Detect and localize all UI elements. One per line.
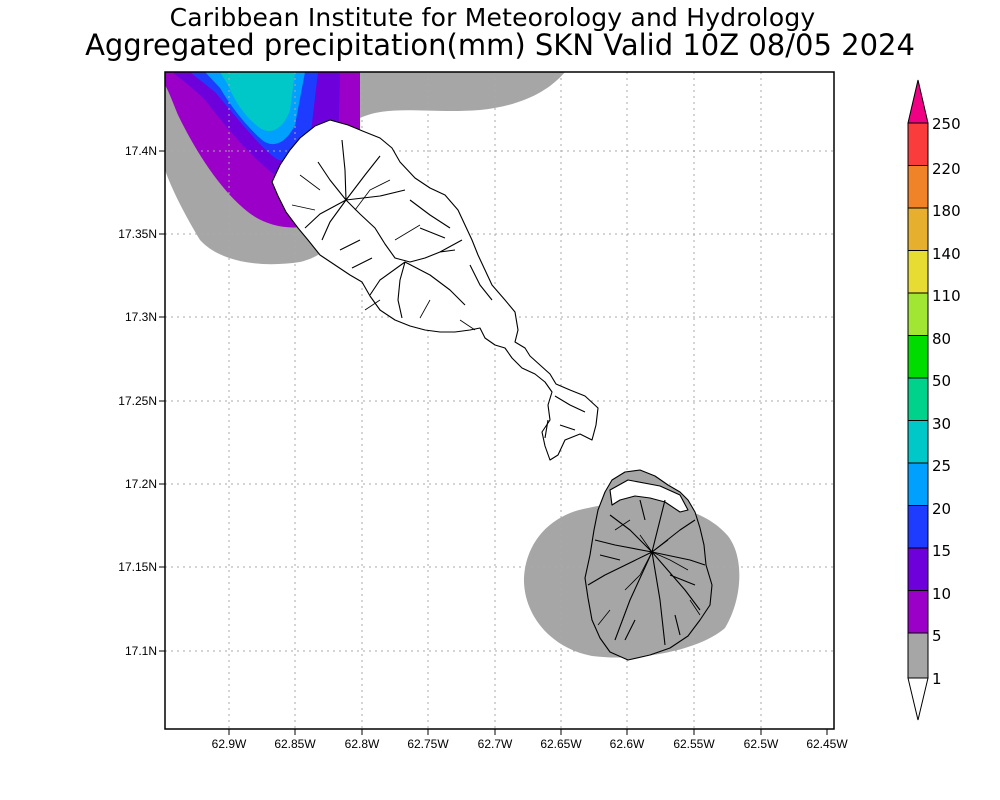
colorbar-swatch <box>907 250 929 294</box>
x-tick-label: 62.8W <box>345 737 380 751</box>
colorbar-label: 110 <box>932 287 961 305</box>
colorbar-label: 50 <box>932 372 951 390</box>
colorbar-swatch <box>907 420 929 464</box>
colorbar-swatch <box>907 122 929 166</box>
colorbar-labels: 1 5 10 15 20 25 30 50 80 110 140 180 220… <box>932 115 961 688</box>
y-tick-label: 17.1N <box>125 644 157 658</box>
colorbar-label: 140 <box>932 245 961 263</box>
colorbar-label: 80 <box>932 330 951 348</box>
y-tick-label: 17.4N <box>125 144 157 158</box>
colorbar-swatch <box>907 292 929 336</box>
x-tick-label: 62.75W <box>407 737 449 751</box>
title-product: Aggregated precipitation(mm) SKN Valid 1… <box>85 28 915 62</box>
x-tick-label: 62.7W <box>478 737 513 751</box>
island-st-kitts <box>271 119 599 461</box>
colorbar-swatch <box>907 590 929 634</box>
colorbar-swatch <box>907 505 929 549</box>
x-tick-label: 62.5W <box>744 737 779 751</box>
colorbar <box>907 79 929 721</box>
colorbar-label: 15 <box>932 542 951 560</box>
colorbar-label: 220 <box>932 160 961 178</box>
tick-marks <box>159 150 828 735</box>
x-tick-label: 62.65W <box>540 737 582 751</box>
x-tick-label: 62.55W <box>673 737 715 751</box>
x-tick-label: 62.9W <box>212 737 247 751</box>
colorbar-label: 20 <box>932 500 951 518</box>
colorbar-swatch <box>907 165 929 209</box>
y-tick-labels: 17.4N 17.35N 17.3N 17.25N 17.2N 17.15N 1… <box>118 144 157 658</box>
y-tick-label: 17.2N <box>125 477 157 491</box>
colorbar-swatch <box>907 462 929 506</box>
x-tick-label: 62.45W <box>806 737 848 751</box>
x-tick-label: 62.6W <box>610 737 645 751</box>
colorbar-label: 25 <box>932 457 951 475</box>
y-tick-label: 17.3N <box>125 310 157 324</box>
colorbar-label: 30 <box>932 415 951 433</box>
y-tick-label: 17.15N <box>118 560 157 574</box>
colorbar-label: 10 <box>932 585 951 603</box>
y-tick-label: 17.25N <box>118 394 157 408</box>
colorbar-bottom-arrow <box>907 677 929 721</box>
colorbar-label: 250 <box>932 115 961 133</box>
precip-25-30mm <box>220 72 295 131</box>
island-nevis <box>584 469 713 661</box>
colorbar-swatch <box>907 547 929 591</box>
colorbar-label: 5 <box>932 627 942 645</box>
colorbar-swatch <box>907 632 929 679</box>
colorbar-label: 180 <box>932 202 961 220</box>
colorbar-top-arrow <box>907 79 929 124</box>
colorbar-swatch <box>907 335 929 379</box>
x-tick-label: 62.85W <box>274 737 316 751</box>
title-institute: Caribbean Institute for Meteorology and … <box>169 3 816 32</box>
colorbar-label: 1 <box>932 670 942 688</box>
y-tick-label: 17.35N <box>118 227 157 241</box>
colorbar-swatch <box>907 207 929 251</box>
x-tick-labels: 62.9W 62.85W 62.8W 62.75W 62.7W 62.65W 6… <box>212 737 849 751</box>
colorbar-swatch <box>907 377 929 421</box>
